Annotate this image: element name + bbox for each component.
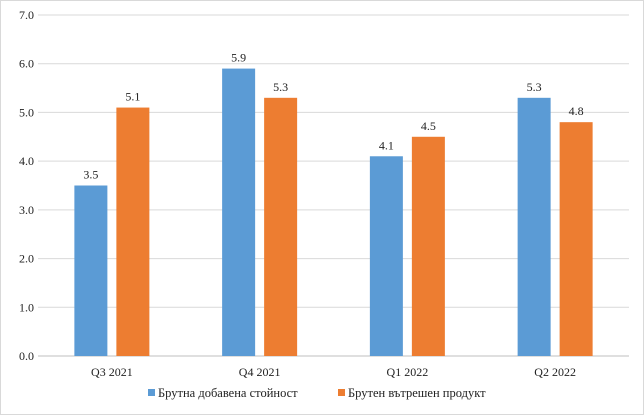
y-tick-label: 6.0	[19, 57, 34, 71]
data-label: 5.9	[231, 51, 246, 65]
x-tick-label: Q3 2021	[91, 365, 133, 379]
x-tick-label: Q1 2022	[387, 365, 429, 379]
bar	[74, 185, 108, 356]
y-tick-label: 2.0	[19, 252, 34, 266]
data-label: 4.8	[569, 104, 584, 118]
bar	[411, 136, 445, 356]
bar	[517, 97, 551, 357]
y-tick-label: 0.0	[19, 349, 34, 363]
bar	[116, 107, 150, 356]
y-tick-label: 1.0	[19, 300, 34, 314]
data-label: 4.5	[421, 119, 436, 133]
bar	[559, 122, 593, 357]
data-label: 4.1	[379, 138, 394, 152]
y-tick-label: 3.0	[19, 203, 34, 217]
legend-swatch	[148, 389, 155, 396]
legend-swatch	[338, 389, 345, 396]
bar	[264, 97, 298, 357]
legend-label: Брутен вътрешен продукт	[348, 386, 486, 400]
legend-label: Брутна добавена стойност	[158, 386, 298, 400]
data-label: 5.1	[125, 90, 140, 104]
y-tick-label: 5.0	[19, 105, 34, 119]
y-tick-label: 7.0	[19, 8, 34, 22]
data-label: 5.3	[527, 80, 542, 94]
bar	[222, 68, 256, 356]
bar	[369, 156, 403, 356]
x-tick-label: Q2 2022	[534, 365, 576, 379]
data-label: 5.3	[273, 80, 288, 94]
x-tick-label: Q4 2021	[239, 365, 281, 379]
data-label: 3.5	[83, 168, 98, 182]
y-tick-label: 4.0	[19, 154, 34, 168]
